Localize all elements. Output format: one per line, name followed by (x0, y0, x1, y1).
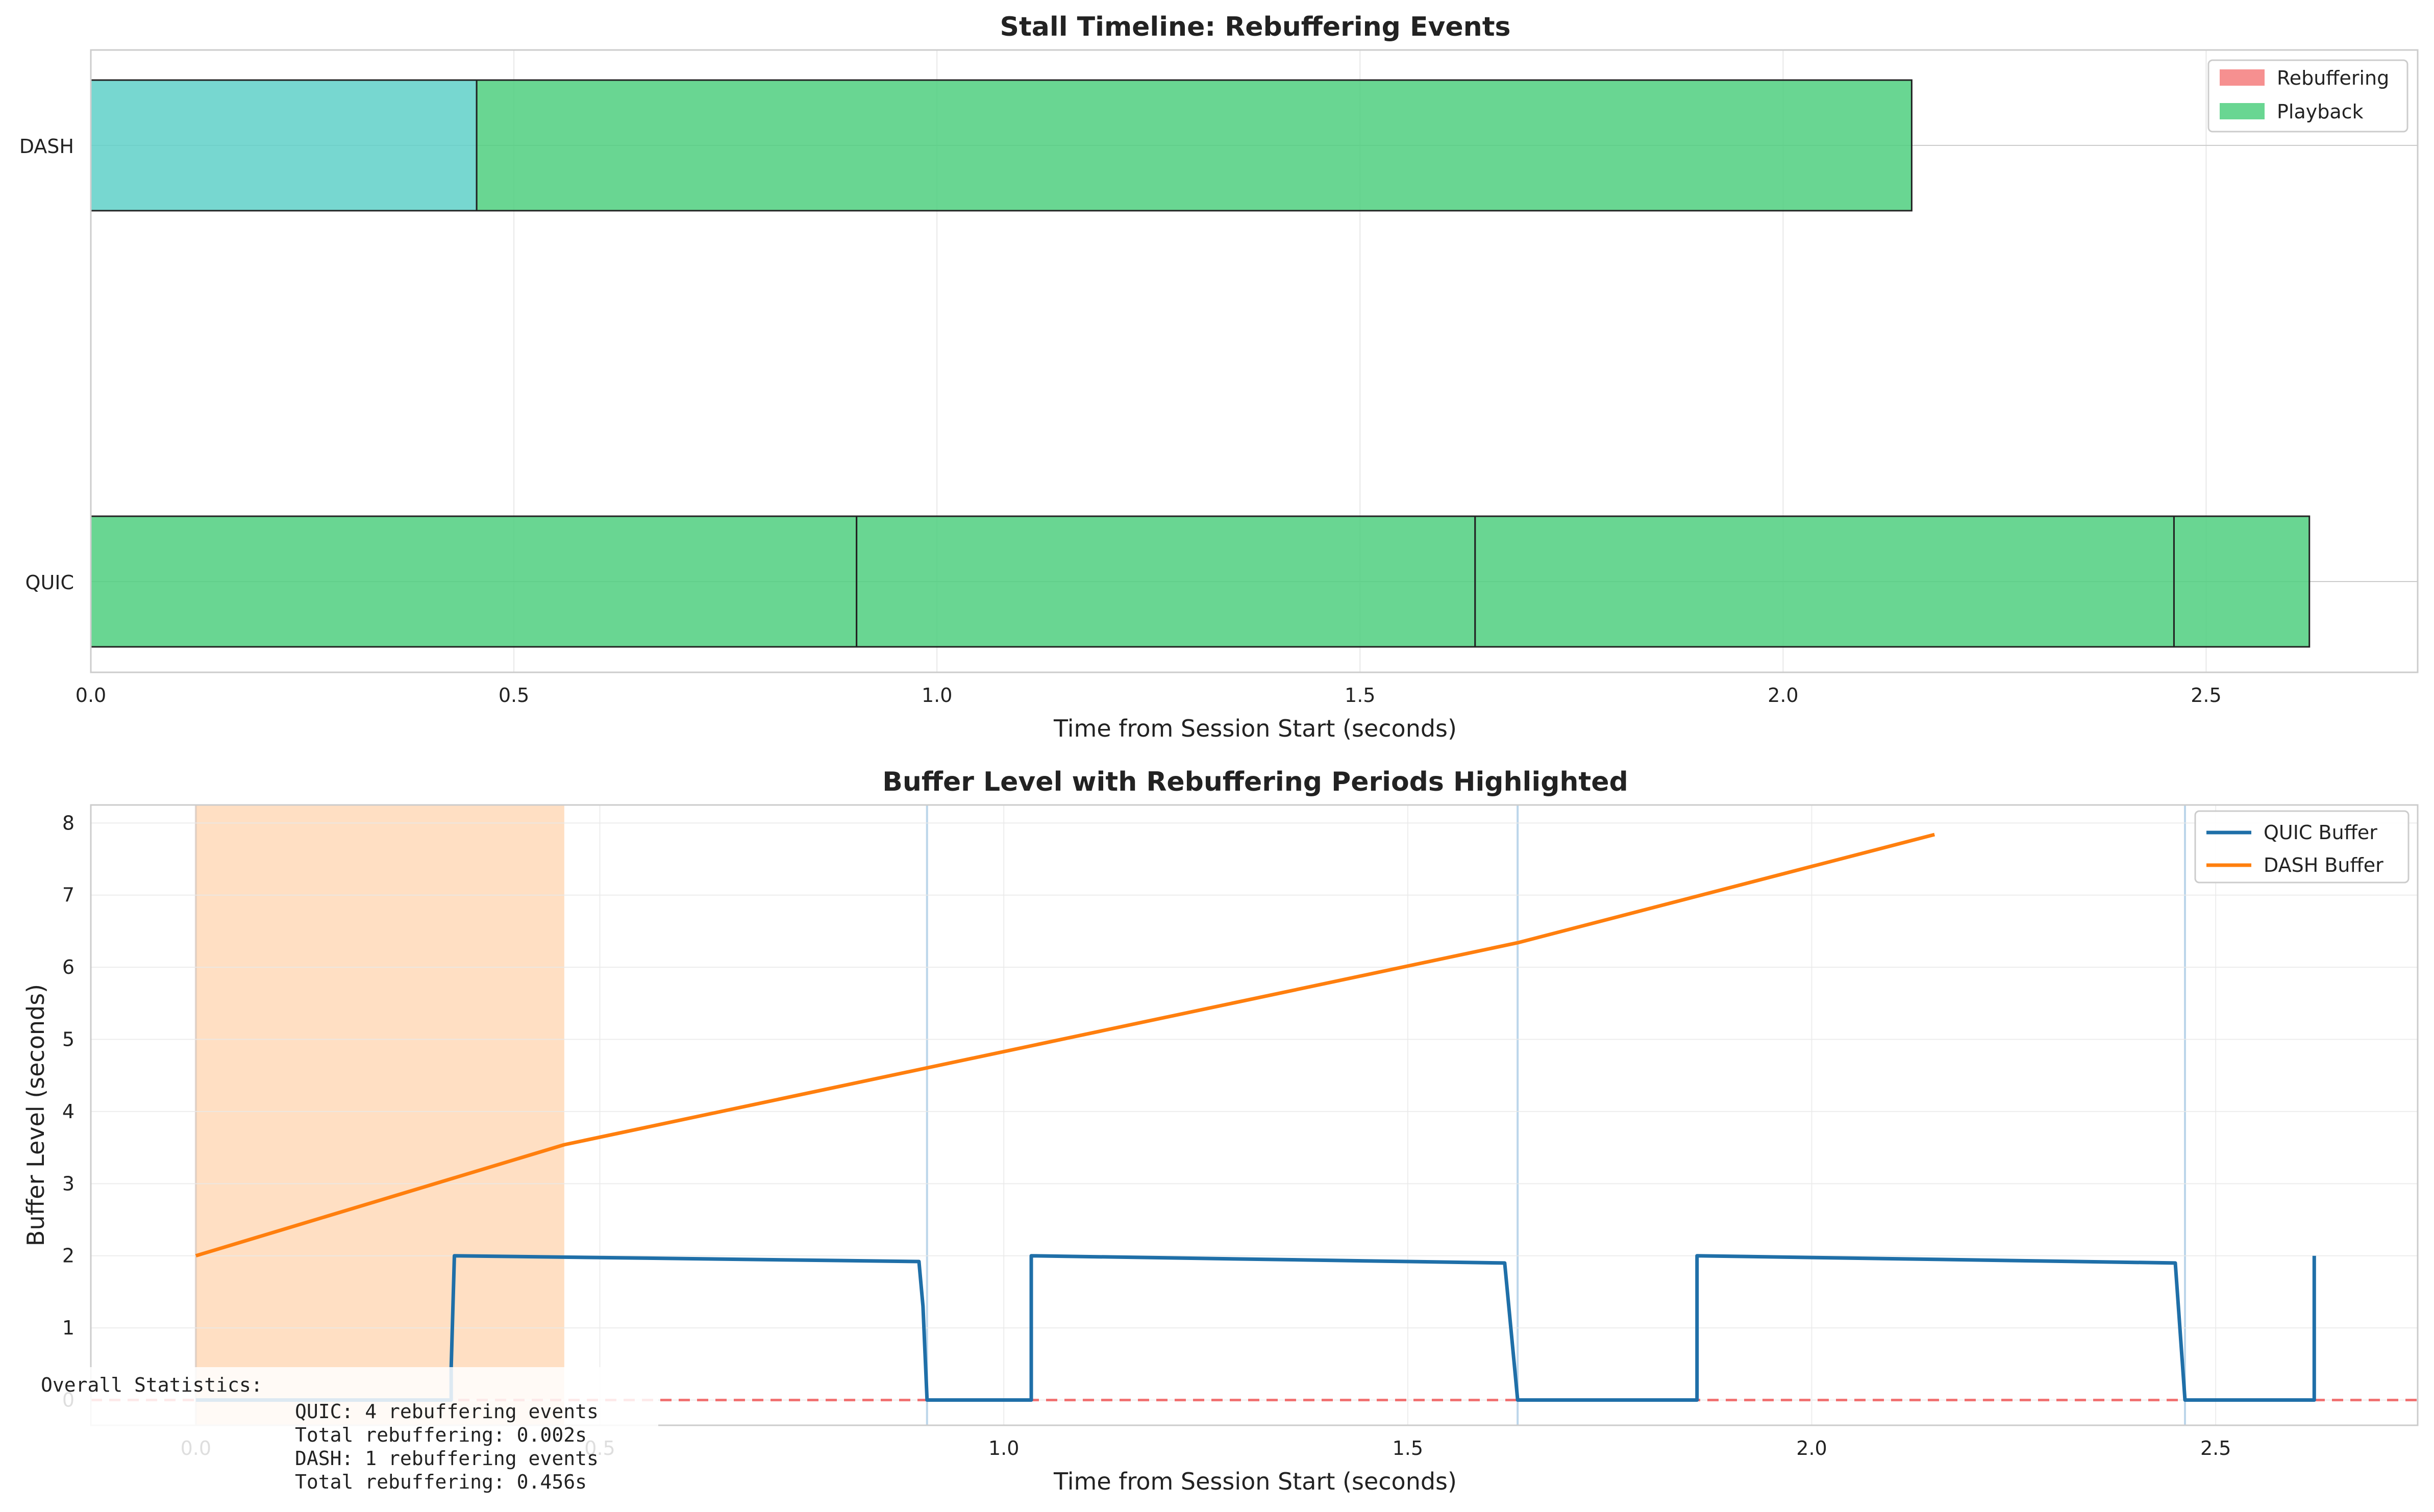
statistics-title: Overall Statistics: (41, 1374, 263, 1396)
bottom-y-tick-label: 6 (62, 956, 74, 978)
bottom-y-tick-label: 8 (62, 812, 74, 834)
stall-timeline-chart: Stall Timeline: Rebuffering Events DASH … (19, 12, 2419, 742)
top-x-axis-label: Time from Session Start (seconds) (1053, 715, 1457, 742)
bottom-y-tick-labels: 012345678 (62, 812, 74, 1411)
bottom-y-tick-label: 4 (62, 1100, 74, 1123)
bottom-y-tick-label: 2 (62, 1245, 74, 1267)
legend-label-rebuffering: Rebuffering (2277, 67, 2389, 89)
timeline-segment-dash (476, 79, 1913, 212)
top-y-tick-labels: DASH QUIC (19, 135, 74, 594)
bottom-y-tick-label: 7 (62, 884, 74, 906)
top-x-tick-label: 2.5 (2191, 684, 2221, 707)
bottom-x-tick-label: 2.0 (1796, 1437, 1827, 1459)
bottom-y-tick-label: 5 (62, 1028, 74, 1051)
top-x-tick-label: 0.0 (76, 684, 106, 707)
dash-buffer-line (195, 833, 1935, 1258)
legend-label-quic: QUIC Buffer (2264, 821, 2377, 844)
bottom-x-axis-label: Time from Session Start (seconds) (1053, 1468, 1457, 1495)
statistics-box (36, 1367, 658, 1510)
statistics-line-4: Total rebuffering: 0.456s (295, 1471, 587, 1493)
timeline-segment-dash (90, 79, 478, 212)
bottom-y-tick-label: 3 (62, 1172, 74, 1195)
top-x-tick-label: 1.5 (1345, 684, 1375, 707)
top-legend: Rebuffering Playback (2207, 59, 2408, 133)
bottom-x-tick-label: 1.0 (988, 1437, 1019, 1459)
top-x-tick-label: 1.0 (922, 684, 952, 707)
bottom-chart-title: Buffer Level with Rebuffering Periods Hi… (882, 767, 1628, 797)
timeline-segment-quic (856, 515, 1476, 648)
bottom-x-tick-label: 2.5 (2200, 1437, 2231, 1459)
top-x-tick-labels: 0.0 0.5 1.0 1.5 2.0 2.5 (76, 684, 2222, 707)
legend-swatch-rebuffering (2220, 69, 2265, 86)
timeline-segment-quic (1474, 515, 2175, 648)
statistics-line-2: Total rebuffering: 0.002s (295, 1424, 587, 1446)
top-chart-title: Stall Timeline: Rebuffering Events (1000, 12, 1511, 42)
bottom-plot-frame (90, 804, 2419, 1426)
legend-label-playback: Playback (2277, 100, 2364, 123)
top-plot-frame (90, 49, 2419, 673)
legend-label-dash: DASH Buffer (2264, 854, 2383, 876)
y-tick-label-quic: QUIC (26, 571, 74, 594)
bottom-y-tick-label: 1 (62, 1317, 74, 1339)
legend-swatch-playback (2220, 103, 2265, 119)
buffer-level-chart: Buffer Level with Rebuffering Periods Hi… (22, 767, 2419, 1510)
top-x-tick-label: 0.5 (499, 684, 529, 707)
quic-buffer-line (195, 1254, 2316, 1402)
y-tick-label-dash: DASH (19, 135, 74, 158)
bottom-x-tick-label: 1.5 (1393, 1437, 1423, 1459)
bottom-y-axis-label: Buffer Level (seconds) (22, 984, 49, 1246)
statistics-annotation: Overall Statistics: QUIC: 4 rebuffering … (36, 1367, 658, 1510)
timeline-segment-quic (90, 515, 858, 648)
rebuffer-spans (195, 805, 2186, 1425)
statistics-line-1: QUIC: 4 rebuffering events (295, 1400, 599, 1423)
statistics-line-3: DASH: 1 rebuffering events (295, 1447, 599, 1470)
top-bars (90, 79, 2311, 648)
top-x-tick-label: 2.0 (1768, 684, 1798, 707)
dash-rebuffer-span (195, 805, 564, 1425)
timeline-segment-quic (2173, 515, 2311, 648)
bottom-legend: QUIC Buffer DASH Buffer (2194, 810, 2410, 884)
